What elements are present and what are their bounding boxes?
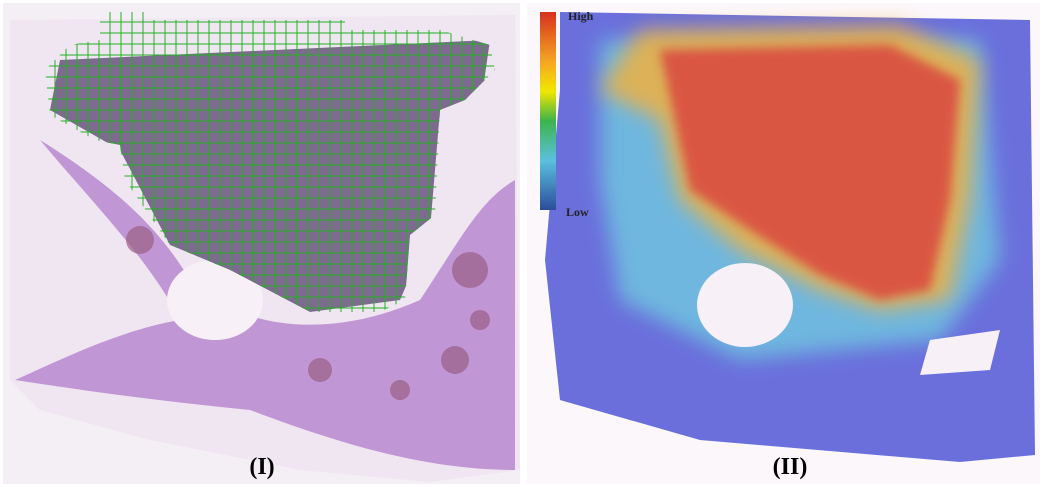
tissue-hole [697,263,793,347]
colorbar [540,12,556,210]
colorbar-high: High [568,9,594,23]
colorbar-low: Low [566,205,589,219]
panel-label: (II) [773,454,808,480]
panel-2: High Low (II) [527,3,1040,484]
panel-1: (I) [3,3,520,484]
figure: (I) High Low (II) [0,0,1043,487]
panel-label: (I) [249,454,274,480]
